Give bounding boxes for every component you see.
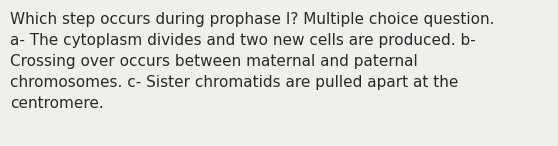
Text: centromere.: centromere. (10, 96, 104, 111)
Text: Which step occurs during prophase I? Multiple choice question.: Which step occurs during prophase I? Mul… (10, 12, 494, 27)
Text: chromosomes. c- Sister chromatids are pulled apart at the: chromosomes. c- Sister chromatids are pu… (10, 75, 458, 90)
Text: Crossing over occurs between maternal and paternal: Crossing over occurs between maternal an… (10, 54, 418, 69)
Text: a- The cytoplasm divides and two new cells are produced. b-: a- The cytoplasm divides and two new cel… (10, 33, 476, 48)
